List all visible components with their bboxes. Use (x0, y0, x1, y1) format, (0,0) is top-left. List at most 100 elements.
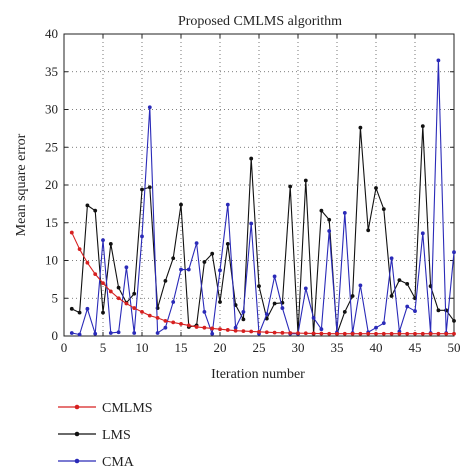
data-point-cma (452, 250, 456, 255)
data-point-lms (350, 294, 355, 298)
data-point-lms (225, 241, 230, 246)
legend-label: LMS (102, 428, 131, 443)
data-point-lms (327, 217, 332, 222)
data-point-lms (366, 228, 371, 233)
data-point-cmlms (342, 331, 347, 336)
x-tick-label: 5 (100, 340, 107, 355)
data-point-cma (202, 309, 207, 314)
data-point-cma (155, 331, 160, 335)
data-point-cmlms (186, 323, 191, 328)
data-point-cmlms (210, 326, 215, 331)
y-tick-label: 35 (45, 64, 58, 79)
data-point-cmlms (179, 322, 183, 326)
data-point-lms (444, 308, 449, 313)
y-tick-label: 20 (45, 177, 58, 192)
data-point-cma (303, 286, 308, 291)
data-point-cmlms (358, 331, 363, 336)
data-point-cmlms (374, 331, 378, 336)
data-point-lms (147, 185, 152, 190)
legend-swatch-marker (74, 404, 80, 410)
data-point-cma (241, 309, 246, 314)
data-point-lms (93, 208, 98, 213)
legend-item-lms: LMS (58, 428, 131, 443)
data-point-lms (132, 291, 137, 296)
data-point-cma (85, 306, 90, 311)
legend-swatch-marker (74, 431, 80, 437)
data-point-cma (77, 332, 82, 337)
data-point-cmlms (311, 331, 316, 336)
x-tick-label: 50 (448, 340, 461, 355)
y-tick-label: 40 (45, 26, 58, 41)
data-point-lms (436, 308, 441, 313)
data-point-cma (342, 211, 347, 215)
data-point-cma (132, 331, 137, 335)
data-point-cma (163, 325, 168, 330)
data-point-lms (257, 284, 261, 289)
data-point-cmlms (413, 331, 417, 336)
x-tick-label: 25 (253, 340, 266, 355)
series-cmlms (69, 230, 456, 336)
data-point-lms (210, 251, 215, 256)
data-point-cma (147, 105, 152, 110)
x-tick-label: 0 (61, 340, 68, 355)
x-tick-label: 30 (292, 340, 305, 355)
data-point-cma (69, 331, 74, 335)
data-point-cmlms (366, 331, 371, 336)
data-point-cmlms (444, 331, 449, 336)
data-point-cmlms (69, 230, 74, 235)
data-point-cmlms (381, 331, 386, 336)
data-point-cma (124, 265, 129, 270)
data-point-cmlms (264, 330, 269, 335)
series-cma (69, 58, 456, 337)
data-point-cmlms (163, 319, 168, 323)
data-point-cmlms (77, 247, 82, 252)
data-point-cma (186, 267, 191, 272)
data-point-cmlms (155, 315, 160, 320)
legend: CMLMS LMS CMA (58, 401, 153, 466)
data-point-lms (140, 187, 144, 192)
series-line-cmlms (71, 232, 454, 335)
data-point-cmlms (194, 325, 199, 329)
data-point-cmlms (280, 330, 285, 335)
data-point-cmlms (319, 331, 324, 336)
data-point-lms (420, 124, 425, 129)
data-point-lms (85, 203, 90, 208)
data-point-cmlms (428, 331, 433, 336)
data-point-lms (342, 309, 347, 314)
data-point-cma (405, 304, 410, 309)
data-point-cmlms (140, 309, 144, 314)
data-point-lms (303, 178, 308, 183)
data-point-cma (280, 306, 285, 310)
data-point-lms (108, 241, 113, 246)
data-point-cmlms (202, 325, 207, 330)
data-point-cmlms (241, 329, 246, 333)
chart-title: Proposed CMLMS algorithm (178, 14, 342, 29)
data-point-cma (140, 234, 144, 239)
data-point-lms (381, 207, 386, 212)
data-point-cmlms (350, 331, 355, 336)
data-point-cmlms (233, 328, 238, 333)
x-tick-label: 10 (136, 340, 149, 355)
data-point-lms (179, 202, 183, 207)
data-point-lms (272, 301, 277, 306)
data-point-cmlms (389, 331, 394, 336)
data-point-cmlms (303, 331, 308, 336)
y-axis-label: Mean square error (14, 133, 29, 236)
data-point-cmlms (272, 330, 277, 335)
legend-label: CMLMS (102, 401, 153, 416)
y-tick-label: 0 (52, 328, 59, 343)
data-point-lms (241, 317, 246, 322)
data-point-cmlms (296, 331, 300, 336)
legend-swatch-marker (74, 458, 80, 464)
data-point-lms (358, 125, 363, 130)
data-point-cma (194, 241, 199, 246)
data-point-lms (397, 278, 402, 283)
data-point-lms (288, 184, 293, 189)
data-point-lms (249, 156, 254, 161)
series-line-cma (71, 59, 455, 336)
data-point-cmlms (124, 301, 129, 306)
data-point-cmlms (132, 306, 137, 310)
data-point-lms (163, 278, 168, 283)
data-point-lms (374, 186, 378, 190)
data-point-cma (436, 58, 441, 63)
